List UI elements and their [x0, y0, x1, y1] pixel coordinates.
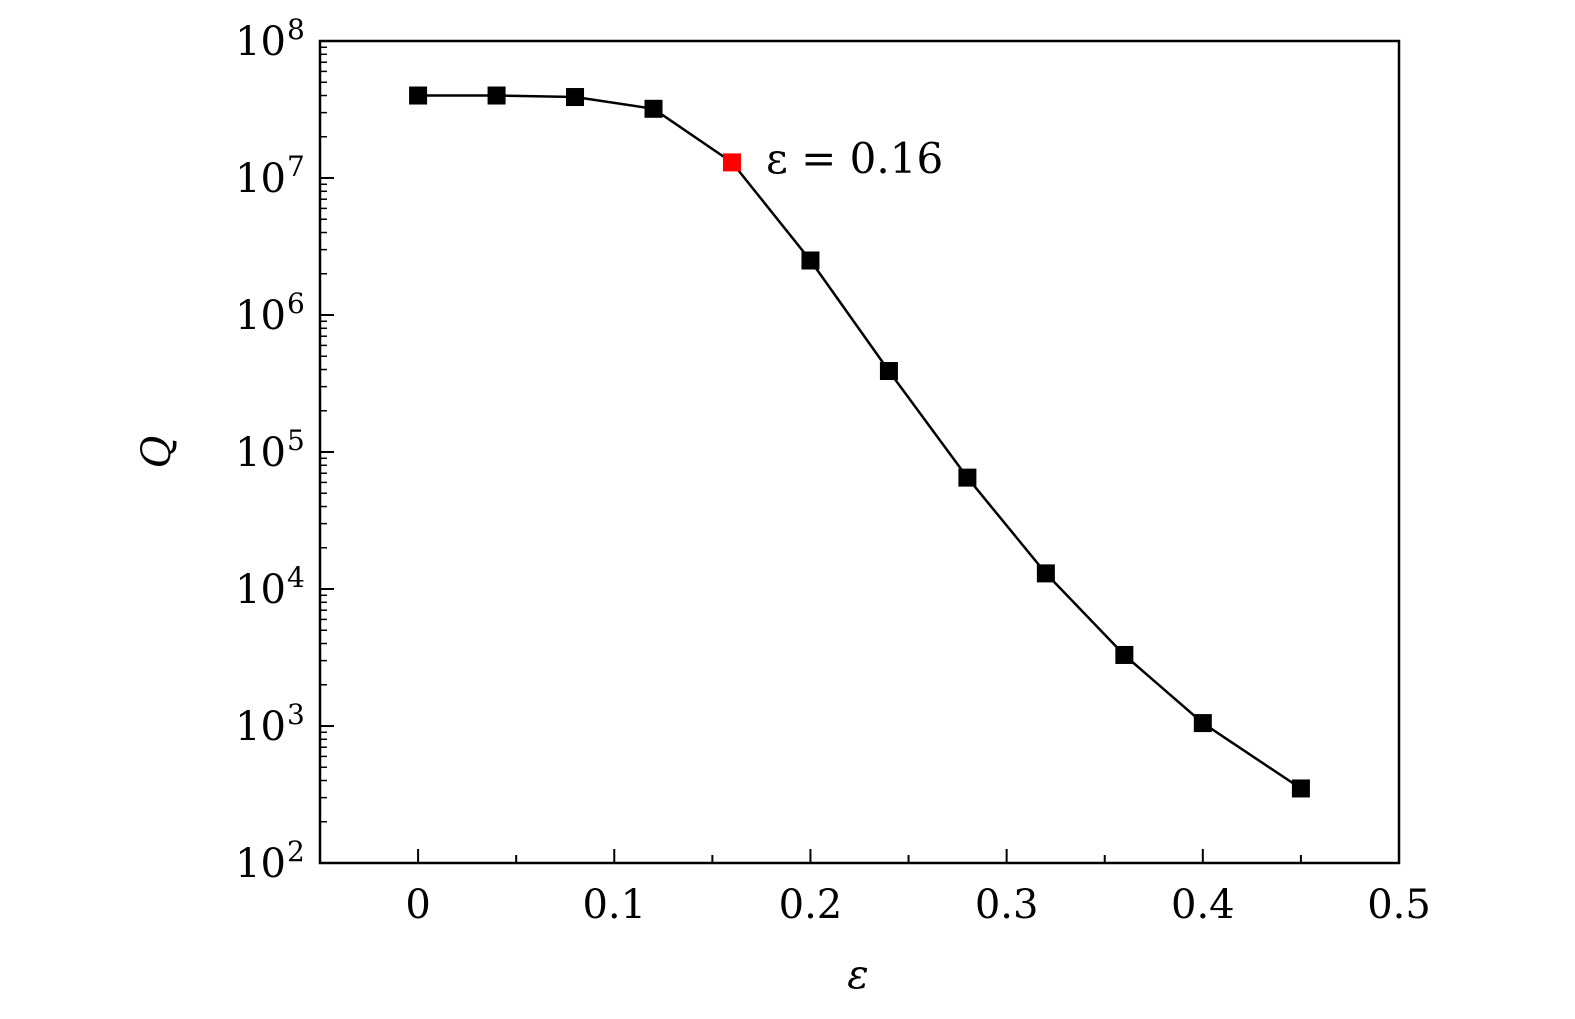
data-markers — [409, 86, 1310, 798]
data-point — [409, 86, 428, 105]
data-point — [1036, 564, 1055, 583]
y-tick-base: 10 — [235, 430, 286, 476]
data-point — [1291, 779, 1310, 798]
y-tick-label: 10 8 — [235, 13, 305, 65]
y-tick-label: 10 7 — [235, 150, 305, 202]
y-tick-exponent: 6 — [287, 287, 305, 320]
plot-frame — [318, 39, 1401, 865]
data-point — [879, 362, 898, 381]
y-tick-base: 10 — [235, 156, 286, 202]
y-tick-base: 10 — [235, 704, 286, 750]
y-tick-base: 10 — [235, 293, 286, 339]
data-point — [801, 251, 820, 270]
y-tick-exponent: 4 — [287, 561, 305, 594]
data-point — [1115, 645, 1134, 664]
y-tick-exponent: 8 — [287, 13, 305, 46]
data-point — [1193, 714, 1212, 733]
x-tick-label: 0 — [405, 882, 430, 928]
data-point — [566, 88, 585, 107]
data-point — [644, 99, 663, 118]
highlighted-point — [722, 153, 741, 172]
x-tick-label: 0.1 — [582, 882, 646, 928]
y-tick-base: 10 — [235, 841, 286, 887]
annotation-label: ε = 0.16 — [766, 134, 943, 183]
y-tick-label: 10 3 — [235, 698, 305, 750]
y-tick-label: 10 2 — [235, 835, 305, 887]
series-line — [418, 94, 1302, 790]
x-axis-label: ε — [847, 952, 868, 998]
y-tick-base: 10 — [235, 567, 286, 613]
y-tick-exponent: 3 — [287, 698, 305, 731]
x-tick-label: 0.3 — [975, 882, 1039, 928]
y-tick-label: 10 4 — [235, 561, 305, 613]
y-axis-label: Q — [134, 436, 180, 469]
y-tick-exponent: 5 — [287, 424, 305, 457]
y-tick-label: 10 5 — [235, 424, 305, 476]
y-tick-exponent: 2 — [287, 835, 305, 868]
data-point — [958, 468, 977, 487]
x-tick-labels: 0 0.1 0.2 0.3 0.4 0.5 — [405, 882, 1430, 928]
x-tick-label: 0.4 — [1171, 882, 1235, 928]
series-lines — [418, 94, 1302, 790]
y-tick-base: 10 — [235, 19, 286, 65]
y-tick-exponent: 7 — [287, 150, 305, 183]
x-tick-label: 0.2 — [779, 882, 843, 928]
y-tick-label: 10 6 — [235, 287, 305, 339]
data-point — [487, 86, 506, 105]
x-tick-label: 0.5 — [1367, 882, 1431, 928]
